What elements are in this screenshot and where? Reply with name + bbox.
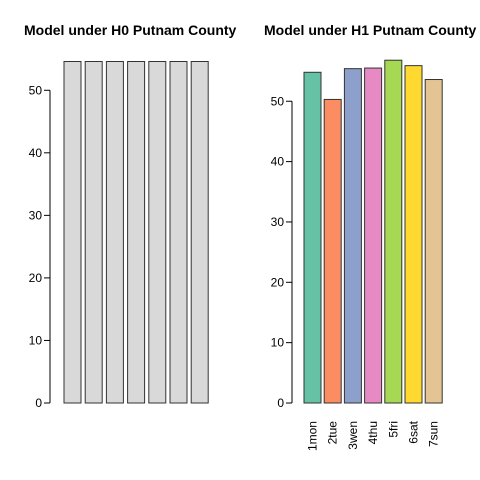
y-tick-label-h0-10: 10 — [29, 333, 43, 347]
x-tick-label-h1-5fri: 5fri — [386, 421, 400, 438]
y-tick-label-h1-50: 50 — [271, 94, 285, 108]
chart-h0-title: Model under H0 Putnam County — [24, 22, 237, 38]
y-tick-label-h1-30: 30 — [271, 215, 285, 229]
chart-h0-y-axis: 0 10 20 30 40 50 — [29, 83, 51, 410]
x-tick-label-h1-4thu: 4thu — [366, 421, 380, 444]
y-tick-label-h0-50: 50 — [29, 83, 43, 97]
chart-h1-x-labels: 1mon 2tue 3wen 4thu 5fri 6sat 7sun — [306, 420, 441, 451]
y-tick-label-h1-10: 10 — [271, 336, 285, 350]
bar-h0-5fri — [148, 61, 167, 404]
bar-h1-1mon — [303, 71, 322, 404]
x-tick-label-h1-2tue: 2tue — [326, 421, 340, 445]
x-tick-label-h1-1mon: 1mon — [306, 421, 320, 451]
y-tick-label-h0-30: 30 — [29, 208, 43, 222]
y-tick-label-h0-40: 40 — [29, 146, 43, 160]
x-tick-label-h1-6sat: 6sat — [407, 420, 421, 443]
bar-h1-3wen — [343, 68, 362, 404]
bar-h0-2tue — [84, 61, 103, 404]
x-tick-label-h1-7sun: 7sun — [427, 421, 441, 447]
bar-h0-4thu — [127, 61, 146, 404]
bar-h0-3wen — [105, 61, 124, 404]
chart-h1-title: Model under H1 Putnam County — [264, 22, 477, 38]
bar-h0-6sat — [169, 61, 188, 404]
chart-h1: Model under H1 Putnam County 0 10 20 30 40 50… — [264, 22, 477, 451]
chart-h1-y-axis: 0 10 20 30 40 50 — [271, 94, 293, 410]
bar-h0-7sun — [190, 61, 209, 404]
bar-h1-2tue — [323, 98, 342, 404]
bar-h0-1mon — [63, 61, 82, 404]
chart-h0: Model under H0 Putnam County 0 10 20 30 40 50 — [24, 22, 237, 410]
y-tick-label-h0-0: 0 — [35, 396, 42, 410]
chart-h1-bars — [303, 59, 443, 404]
bar-h1-4thu — [364, 67, 383, 404]
y-tick-label-h0-20: 20 — [29, 271, 43, 285]
x-tick-label-h1-3wen: 3wen — [346, 421, 360, 450]
chart-h0-bars — [63, 61, 209, 404]
bar-h1-7sun — [424, 79, 443, 404]
bar-h1-6sat — [404, 65, 423, 404]
y-tick-label-h1-20: 20 — [271, 275, 285, 289]
bar-h1-5fri — [384, 59, 403, 404]
y-tick-label-h1-0: 0 — [277, 396, 284, 410]
y-tick-label-h1-40: 40 — [271, 155, 285, 169]
